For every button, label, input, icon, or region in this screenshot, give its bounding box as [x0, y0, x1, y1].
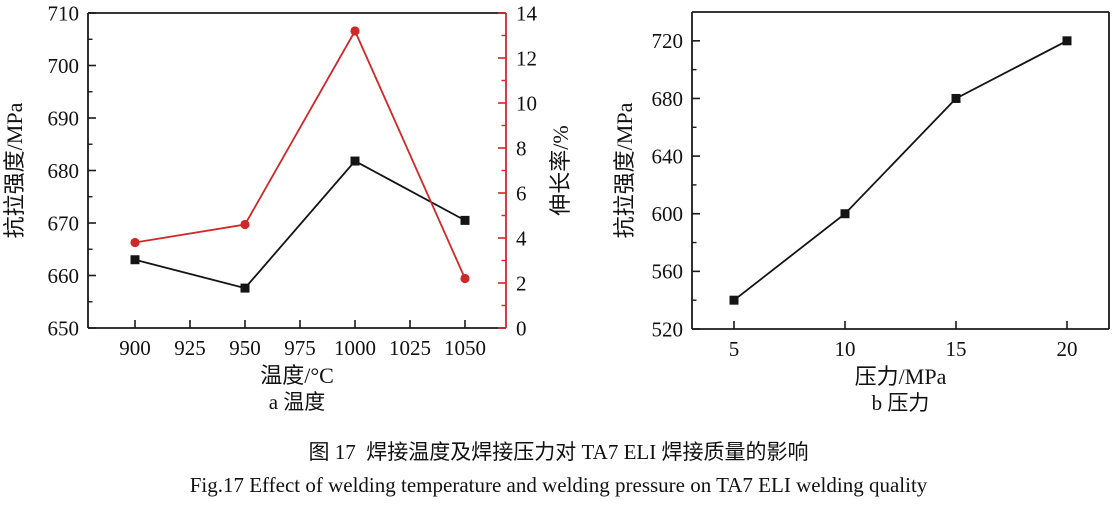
x-tick-label: 950	[229, 336, 261, 360]
y-axis-title: 抗拉强度/MPa	[612, 102, 637, 238]
y-tick-label: 680	[652, 87, 684, 111]
right-y-tick-label: 0	[516, 316, 527, 340]
data-point-circle-marker	[130, 237, 140, 248]
x-axis-title: 压力/MPa	[855, 364, 947, 389]
y-tick-label: 650	[48, 316, 80, 340]
right-y-axis-title: 伸长率/%	[548, 125, 573, 215]
x-tick-label: 15	[946, 337, 967, 361]
data-point-square-marker	[350, 156, 360, 166]
right-y-tick-label: 14	[516, 1, 538, 25]
y-tick-label: 560	[652, 260, 684, 284]
data-point-square-marker	[240, 283, 250, 293]
x-tick-label: 975	[284, 336, 316, 360]
figure-caption-zh: 图 17 焊接温度及焊接压力对 TA7 ELI 焊接质量的影响	[308, 440, 809, 464]
right-y-tick-label: 12	[516, 46, 537, 70]
data-point-square-marker	[130, 255, 140, 265]
y-tick-label: 600	[652, 202, 684, 226]
pressure-chart: 520 560 600 640 680 720 5 10 15 20 抗拉强度/MPa 压力/MPab…	[612, 11, 1110, 415]
right-y-tick-label: 8	[516, 136, 527, 160]
x-tick-label: 1025	[389, 336, 431, 360]
y-tick-label: 690	[48, 106, 80, 130]
y-tick-label: 520	[652, 317, 684, 341]
right-y-tick-label: 10	[516, 91, 537, 115]
figure-caption-en: Fig.17 Effect of welding temperature and…	[189, 473, 928, 497]
y-tick-label: 720	[652, 29, 684, 53]
x-axis-title: 温度/°C	[260, 363, 334, 388]
y-tick-label: 670	[48, 211, 80, 235]
panel-label: a 温度	[269, 390, 326, 414]
series-line-tensile-strength	[733, 40, 1068, 301]
x-tick-label: 10	[835, 337, 856, 361]
y-tick-label: 710	[48, 1, 80, 25]
x-tick-label: 900	[119, 336, 151, 360]
data-point-square-marker	[1062, 36, 1072, 46]
temperature-chart-panel: 650 660 670 680 690 700 710 0 2 4 6 8 10 12 14 900 925 95…	[0, 0, 610, 425]
temperature-chart: 650 660 670 680 690 700 710 0 2 4 6 8 10 12 14 900 925 95…	[2, 1, 573, 414]
right-y-tick-label: 6	[516, 181, 527, 205]
series-line-tensile-strength	[134, 159, 466, 290]
data-point-square-marker	[951, 93, 961, 103]
data-point-square-marker	[729, 295, 739, 305]
data-point-square-marker	[840, 209, 850, 219]
data-point-circle-marker	[460, 273, 470, 284]
x-tick-label: 5	[729, 337, 740, 361]
x-tick-label: 925	[174, 336, 206, 360]
x-tick-label: 1000	[334, 336, 376, 360]
y-tick-label: 700	[48, 54, 80, 78]
y-axis-title: 抗拉强度/MPa	[2, 102, 27, 238]
x-tick-label: 1050	[444, 336, 486, 360]
y-tick-label: 640	[652, 144, 684, 168]
y-tick-label: 660	[48, 264, 80, 288]
data-point-circle-marker	[350, 26, 360, 36]
right-y-tick-label: 4	[516, 226, 527, 250]
pressure-chart-panel: 520 560 600 640 680 720 5 10 15 20 抗拉强度/MPa 压力/MPa b…	[610, 0, 1117, 425]
x-tick-label: 20	[1057, 337, 1078, 361]
y-tick-label: 680	[48, 159, 80, 183]
right-y-tick-label: 2	[516, 271, 527, 295]
data-point-square-marker	[460, 215, 470, 225]
series-line-elongation	[134, 29, 466, 279]
data-point-circle-marker	[240, 219, 250, 230]
panel-label: b 压力	[872, 391, 930, 415]
